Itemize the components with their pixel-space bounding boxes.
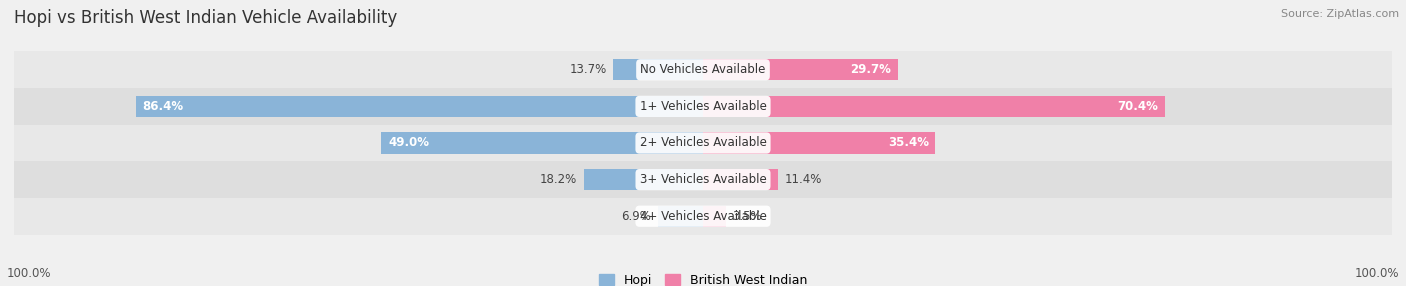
Text: 6.9%: 6.9% [621, 210, 651, 223]
Legend: Hopi, British West Indian: Hopi, British West Indian [599, 274, 807, 286]
Bar [703, 169, 778, 190]
Bar [381, 132, 703, 154]
Text: 29.7%: 29.7% [851, 63, 891, 76]
Bar [703, 132, 935, 154]
Bar [703, 96, 1166, 117]
Text: 100.0%: 100.0% [1354, 267, 1399, 280]
Bar [703, 206, 725, 227]
Bar [136, 96, 703, 117]
Text: Hopi vs British West Indian Vehicle Availability: Hopi vs British West Indian Vehicle Avai… [14, 9, 398, 27]
Text: 70.4%: 70.4% [1118, 100, 1159, 113]
Text: 86.4%: 86.4% [142, 100, 184, 113]
Bar [14, 51, 1392, 88]
Text: 11.4%: 11.4% [785, 173, 821, 186]
Text: No Vehicles Available: No Vehicles Available [640, 63, 766, 76]
Bar [14, 198, 1392, 235]
Text: 2+ Vehicles Available: 2+ Vehicles Available [640, 136, 766, 150]
Bar [14, 161, 1392, 198]
Text: 1+ Vehicles Available: 1+ Vehicles Available [640, 100, 766, 113]
Text: 35.4%: 35.4% [887, 136, 929, 150]
Text: 100.0%: 100.0% [7, 267, 52, 280]
Text: 3+ Vehicles Available: 3+ Vehicles Available [640, 173, 766, 186]
Text: Source: ZipAtlas.com: Source: ZipAtlas.com [1281, 9, 1399, 19]
Text: 13.7%: 13.7% [569, 63, 606, 76]
Bar [14, 125, 1392, 161]
Bar [583, 169, 703, 190]
Bar [703, 59, 898, 80]
Text: 3.5%: 3.5% [733, 210, 762, 223]
Bar [14, 88, 1392, 125]
Text: 49.0%: 49.0% [388, 136, 429, 150]
Text: 18.2%: 18.2% [540, 173, 576, 186]
Bar [613, 59, 703, 80]
Bar [658, 206, 703, 227]
Text: 4+ Vehicles Available: 4+ Vehicles Available [640, 210, 766, 223]
